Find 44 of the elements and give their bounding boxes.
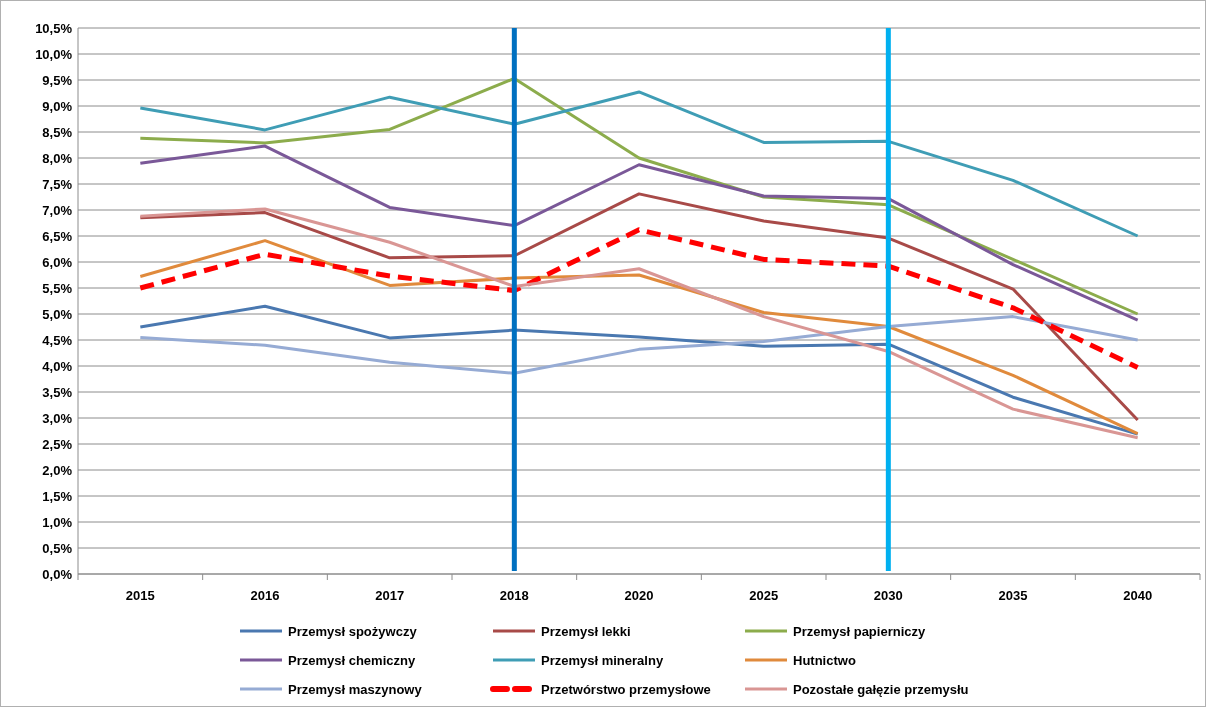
legend-label: Przemysł chemiczny bbox=[288, 652, 416, 668]
y-tick-label: 2,0% bbox=[42, 462, 73, 478]
line-series bbox=[138, 315, 1140, 375]
y-tick-label: 8,5% bbox=[42, 124, 73, 140]
y-tick-label: 4,5% bbox=[42, 332, 73, 348]
y-tick-label: 9,5% bbox=[42, 72, 73, 88]
legend-label: Przetwórstwo przemysłowe bbox=[541, 681, 711, 697]
y-tick-label: 0,5% bbox=[42, 540, 73, 556]
x-tick-label: 2030 bbox=[873, 588, 903, 603]
x-tick-label: 2017 bbox=[375, 588, 405, 603]
legend-label: Przemysł lekki bbox=[541, 623, 631, 639]
y-tick-label: 1,5% bbox=[42, 488, 73, 504]
y-tick-label: 9,0% bbox=[42, 98, 73, 114]
y-tick-label: 3,5% bbox=[42, 384, 73, 400]
y-tick-label: 5,0% bbox=[42, 306, 73, 322]
x-tick-label: 2025 bbox=[749, 588, 779, 603]
y-tick-label: 6,5% bbox=[42, 228, 73, 244]
legend-label: Przemysł maszynowy bbox=[288, 681, 423, 697]
x-tick-label: 2018 bbox=[499, 588, 529, 603]
y-tick-label: 1,0% bbox=[42, 514, 73, 530]
y-tick-label: 6,0% bbox=[42, 254, 73, 270]
legend-label: Przemysł spożywczy bbox=[288, 623, 418, 639]
y-tick-label: 7,5% bbox=[42, 176, 73, 192]
x-tick-label: 2020 bbox=[624, 588, 654, 603]
y-tick-label: 4,0% bbox=[42, 358, 73, 374]
line-series bbox=[138, 144, 1140, 322]
y-tick-label: 8,0% bbox=[42, 150, 73, 166]
y-tick-label: 2,5% bbox=[42, 436, 73, 452]
y-tick-label: 5,5% bbox=[42, 280, 73, 296]
line-series bbox=[138, 90, 1140, 238]
y-tick-label: 7,0% bbox=[42, 202, 73, 218]
legend-label: Pozostałe gałęzie przemysłu bbox=[793, 681, 969, 697]
y-tick-label: 3,0% bbox=[42, 410, 73, 426]
line-series bbox=[138, 304, 1140, 436]
y-tick-label: 10,0% bbox=[35, 46, 73, 62]
y-tick-label: 0,0% bbox=[42, 566, 73, 582]
legend-label: Hutnictwo bbox=[793, 652, 856, 668]
legend-label: Przemysł papierniczy bbox=[793, 623, 926, 639]
y-tick-label: 10,5% bbox=[35, 20, 73, 36]
legend-label: Przemysł mineralny bbox=[541, 652, 664, 668]
x-tick-label: 2035 bbox=[998, 588, 1028, 603]
x-tick-label: 2016 bbox=[250, 588, 280, 603]
x-tick-label: 2040 bbox=[1123, 588, 1153, 603]
x-tick-label: 2015 bbox=[125, 588, 155, 603]
